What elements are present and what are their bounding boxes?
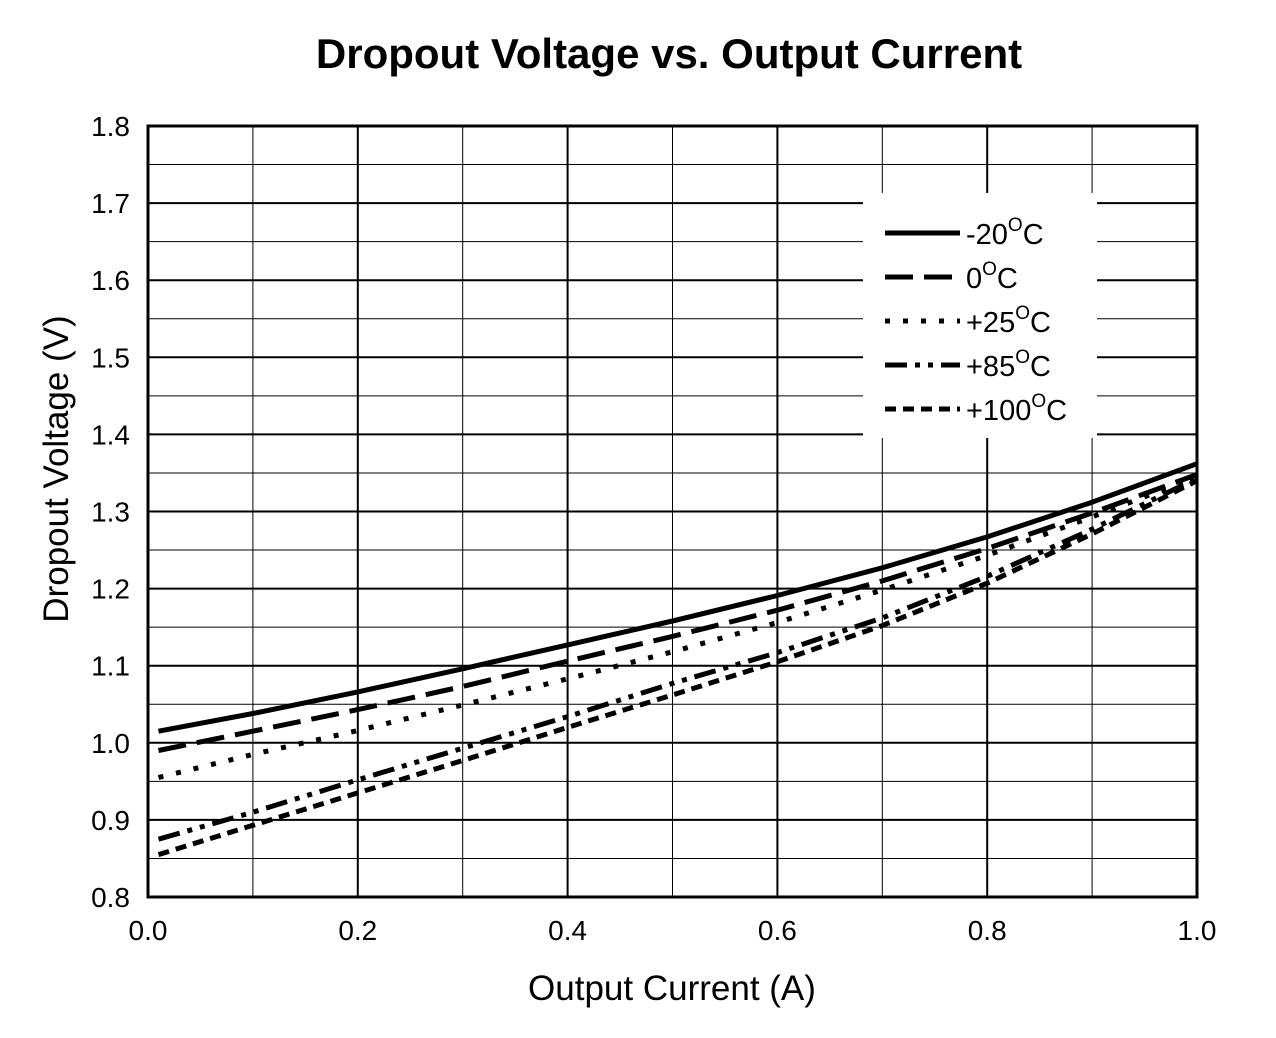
x-tick-label: 0.2 <box>338 915 377 946</box>
y-tick-label: 1.5 <box>91 342 130 373</box>
x-tick-labels: 0.0 0.2 0.4 0.6 0.8 1.0 <box>129 915 1217 946</box>
y-tick-label: 0.9 <box>91 805 130 836</box>
x-tick-label: 0.4 <box>548 915 587 946</box>
legend-label-2: 0OC <box>966 259 1018 295</box>
y-tick-label: 1.0 <box>91 728 130 759</box>
y-tick-label: 0.8 <box>91 882 130 913</box>
y-tick-label: 1.2 <box>91 574 130 605</box>
x-axis-label: Output Current (A) <box>528 969 816 1008</box>
legend-label-3: +25OC <box>966 303 1051 339</box>
plot-frame <box>146 124 1199 899</box>
y-tick-label: 1.4 <box>91 419 130 450</box>
series-line-4 <box>157 476 1199 842</box>
x-tick-label: 0.0 <box>129 915 168 946</box>
series-line-1 <box>158 461 1198 734</box>
x-tick-label: 0.8 <box>968 915 1007 946</box>
y-axis-label: Dropout Voltage (V) <box>37 315 76 622</box>
series-line-2 <box>157 472 1198 753</box>
y-tick-label: 1.7 <box>91 188 130 219</box>
series-line-5 <box>157 478 1199 857</box>
series-layer <box>157 461 1199 857</box>
legend-label-4: +85OC <box>966 347 1051 383</box>
legend-label-5: +100OC <box>966 391 1067 427</box>
chart-title: Dropout Voltage vs. Output Current <box>316 30 1022 77</box>
y-tick-labels: 0.8 0.9 1.0 1.1 1.2 1.3 1.4 1.5 1.6 1.7 1.8 <box>91 111 130 913</box>
y-tick-label: 1.3 <box>91 497 130 528</box>
x-tick-label: 0.6 <box>758 915 797 946</box>
y-tick-label: 1.6 <box>91 265 130 296</box>
x-tick-label: 1.0 <box>1178 915 1217 946</box>
legend-label-1: -20OC <box>966 215 1044 251</box>
y-tick-label: 1.8 <box>91 111 130 142</box>
y-tick-label: 1.1 <box>91 651 130 682</box>
legend: -20OC 0OC +25OC +85OC +100OC <box>863 193 1097 438</box>
